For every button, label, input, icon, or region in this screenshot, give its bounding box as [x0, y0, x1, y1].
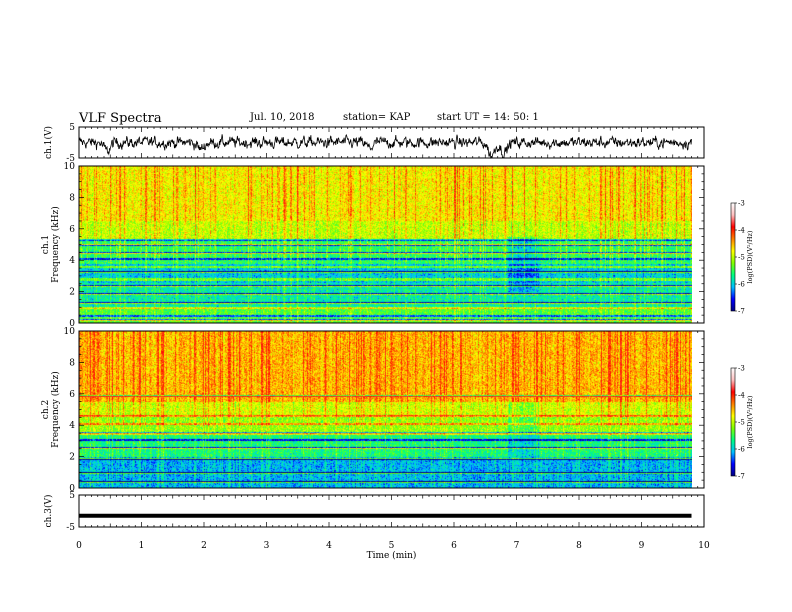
- y-tick-label: -5: [66, 154, 75, 164]
- y-tick-label: 0: [69, 484, 75, 494]
- colorbar-tick-label: -4: [738, 227, 745, 235]
- y-axis-label: Frequency (kHz): [50, 371, 61, 448]
- x-tick-label: 3: [264, 541, 270, 551]
- time-axis: 0 1 2 3 4 5 6 7 8 9 10 Time (min): [76, 541, 710, 561]
- colorbar-tick-label: -6: [738, 446, 745, 454]
- date-label: Jul. 10, 2018: [250, 112, 315, 123]
- colorbar-gradient: [730, 202, 736, 312]
- y-tick-label: -5: [66, 523, 75, 533]
- x-tick-label: 6: [451, 541, 457, 551]
- y-axis-label: ch.3(V): [43, 495, 54, 528]
- ch1-colorbar: -3 -4 -5 -6 -7 log(PSD)(V²/Hz): [730, 200, 754, 316]
- colorbar-label: log(PSD)(V²/Hz): [746, 395, 754, 448]
- channel-label: ch.2: [41, 400, 51, 419]
- ch3-waveform-panel: -5 5 ch.3(V): [43, 491, 705, 533]
- x-tick-label: 1: [139, 541, 145, 551]
- ch2-colorbar: -3 -4 -5 -6 -7 log(PSD)(V²/Hz): [730, 365, 754, 481]
- x-tick-label: 7: [514, 541, 520, 551]
- x-tick-label: 4: [326, 541, 332, 551]
- colorbar-tick-label: -3: [738, 365, 745, 373]
- y-tick-label: 5: [69, 491, 75, 501]
- colorbar-gradient: [730, 367, 736, 477]
- x-tick-label: 2: [201, 541, 207, 551]
- y-tick-label: 0: [69, 319, 75, 329]
- colorbar-tick-label: -5: [738, 254, 745, 262]
- station-label: station= KAP: [343, 112, 411, 123]
- y-tick-label: 6: [69, 225, 75, 235]
- y-tick-label: 10: [64, 162, 76, 172]
- ch1-spectrogram-panel: 0 2 4 6 8 10 ch.1 Frequency (kHz): [41, 162, 705, 329]
- x-tick-label: 8: [576, 541, 582, 551]
- ch1-waveform-panel: -5 5 ch.1(V): [43, 123, 705, 164]
- x-tick-label: 5: [389, 541, 395, 551]
- y-tick-label: 8: [69, 193, 75, 203]
- x-axis-label: Time (min): [367, 550, 417, 561]
- colorbar-tick-label: -4: [738, 392, 745, 400]
- colorbar-tick-label: -5: [738, 419, 745, 427]
- y-axis-label: ch.1(V): [43, 126, 54, 159]
- spectrogram-image: [79, 331, 692, 488]
- y-tick-label: 10: [64, 327, 76, 337]
- channel-label: ch.1: [41, 235, 51, 254]
- y-tick-label: 5: [69, 123, 75, 133]
- y-tick-label: 2: [69, 453, 75, 463]
- figure-title: VLF Spectra: [79, 111, 162, 126]
- y-tick-label: 4: [69, 256, 75, 266]
- colorbar-tick-label: -6: [738, 281, 745, 289]
- x-tick-label: 0: [76, 541, 82, 551]
- y-tick-label: 4: [69, 421, 75, 431]
- x-tick-label: 9: [639, 541, 645, 551]
- y-tick-label: 8: [69, 358, 75, 368]
- colorbar-tick-label: -3: [738, 200, 745, 208]
- y-tick-label: 2: [69, 288, 75, 298]
- colorbar-tick-label: -7: [738, 308, 745, 316]
- start-time-label: start UT = 14: 50: 1: [437, 112, 539, 123]
- x-tick-label: 10: [698, 541, 710, 551]
- ch2-spectrogram-panel: 0 2 4 6 8 10 ch.2 Frequency (kHz): [41, 327, 705, 494]
- colorbar-tick-label: -7: [738, 473, 745, 481]
- y-axis-label: Frequency (kHz): [50, 206, 61, 283]
- ch1-trace: [78, 133, 692, 159]
- colorbar-label: log(PSD)(V²/Hz): [746, 230, 754, 283]
- spectrogram-image: [79, 166, 692, 323]
- y-tick-label: 6: [69, 390, 75, 400]
